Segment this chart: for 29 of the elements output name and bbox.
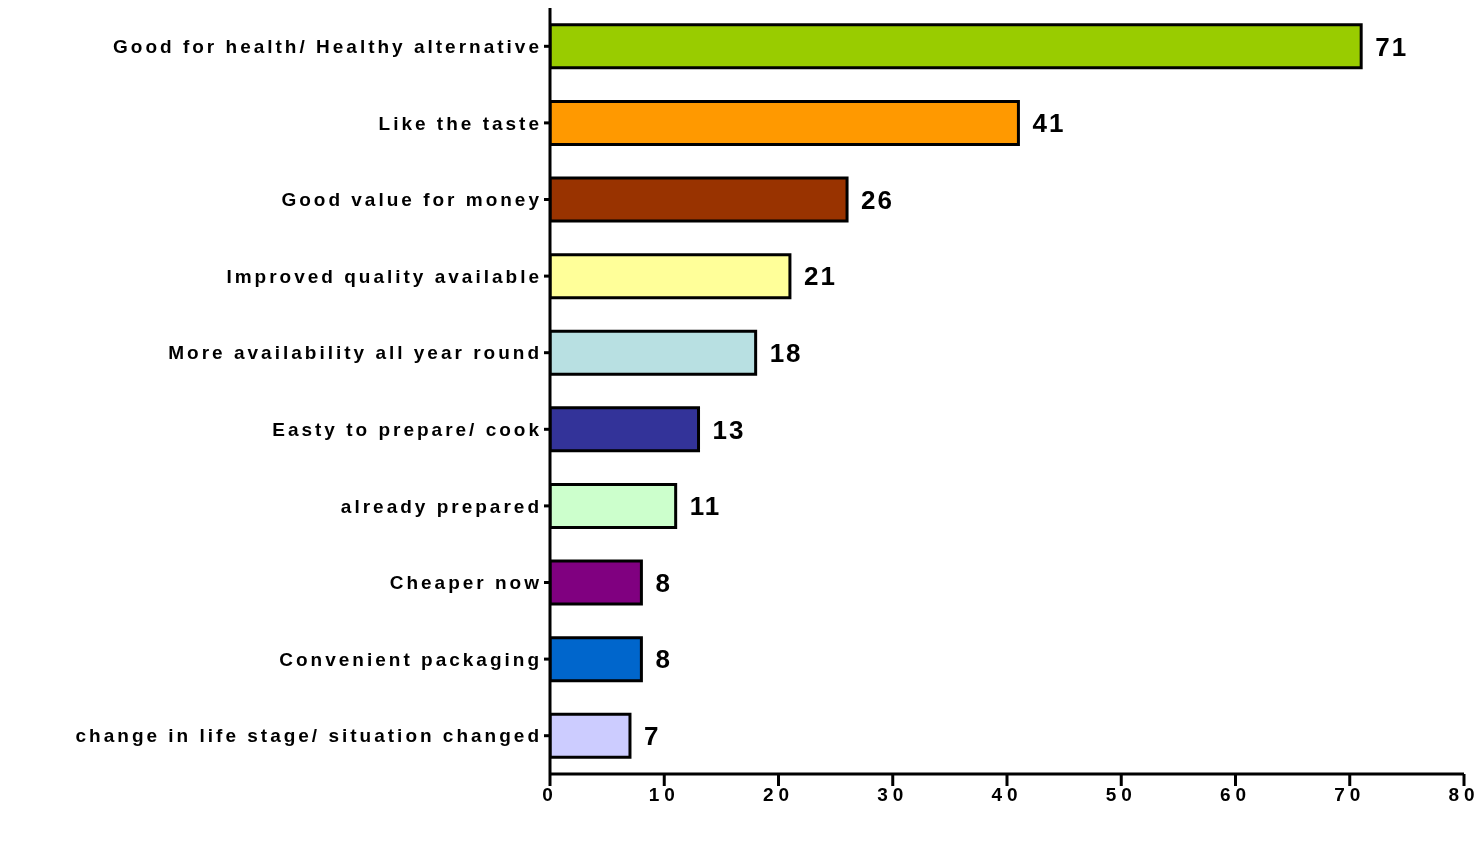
data-label: 71	[1375, 31, 1409, 62]
y-tick-label: Improved quality available	[226, 265, 542, 287]
data-label: 21	[803, 261, 837, 292]
y-tick-label: Like the taste	[378, 112, 542, 134]
x-tick-label: 50	[1105, 784, 1137, 806]
y-tick-label: Good for health/ Healthy alternative	[113, 36, 542, 58]
y-tick-label: Cheaper now	[389, 572, 542, 594]
y-tick-label: More availability all year round	[168, 342, 542, 364]
x-tick-label: 10	[648, 784, 680, 806]
y-tick-label: change in life stage/ situation changed	[75, 725, 542, 747]
x-tick-label: 80	[1448, 784, 1478, 806]
x-tick-label: 0	[542, 784, 558, 806]
data-label: 26	[861, 184, 894, 215]
data-label: 18	[769, 337, 803, 368]
data-label: 13	[712, 414, 746, 445]
y-tick-label: Easty to prepare/ cook	[272, 419, 542, 441]
data-label: 11	[689, 491, 722, 522]
data-label: 8	[655, 644, 672, 675]
x-tick-label: 30	[877, 784, 909, 806]
data-label: 7	[643, 720, 661, 751]
data-label: 8	[655, 567, 672, 598]
y-tick-label: Good value for money	[281, 189, 542, 211]
x-tick-label: 60	[1219, 784, 1252, 806]
y-tick-label: Convenient packaging	[279, 648, 542, 670]
x-tick-label: 40	[991, 784, 1023, 806]
y-tick-label: already prepared	[340, 495, 542, 517]
x-tick-label: 70	[1334, 784, 1366, 806]
data-label: 41	[1032, 108, 1066, 139]
x-tick-label: 20	[762, 784, 795, 806]
